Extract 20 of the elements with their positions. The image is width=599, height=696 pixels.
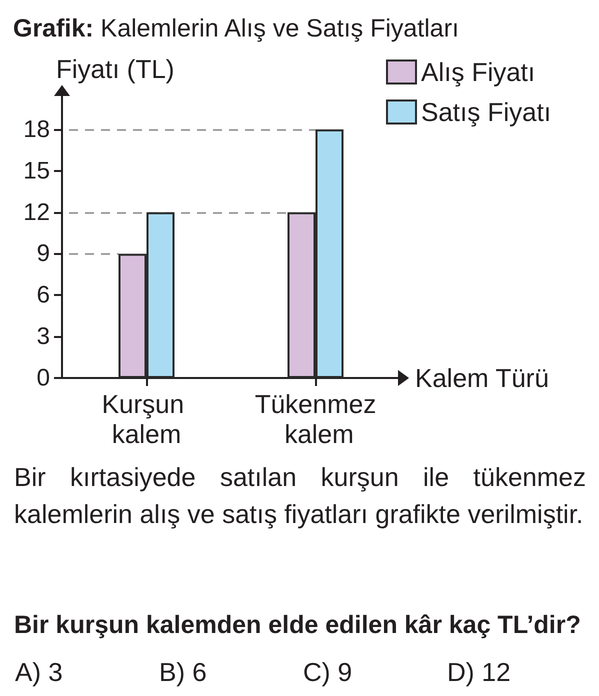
text: B) 6 [159,657,207,687]
text: Bir kırtasiyede satılan kurşun ile tükenmez kalemlerin alış ve satış fiyatları grafikte verilmiştir. [14,461,586,531]
y-tick-label: 12 [23,198,50,226]
legend-label: Alış Fiyatı [421,57,536,87]
chart-title: Grafik: Kalemlerin Alış ve Satış Fiyatları [13,14,459,42]
x-tick-label: Tükenmez kalem [254,389,376,449]
y-axis-title: Fiyatı (TL) [56,54,174,84]
y-tick-label: 0 [36,364,50,392]
text: C) 9 [303,657,352,687]
y-tick-label: 18 [23,116,50,143]
text: D) 12 [447,657,511,687]
text: Bir kurşun kalemden elde edilen kâr kaç TL’dir? [14,611,582,639]
y-tick-label: 15 [23,157,50,184]
y-tick-label: 6 [36,282,50,309]
text: A) 3 [15,657,63,687]
y-tick-label: 9 [36,240,50,268]
legend-label: Satış Fiyatı [421,97,552,127]
x-axis-title: Kalem Türü [415,363,549,393]
x-tick-label: Kurşun kalem [102,389,192,449]
y-tick-label: 3 [36,323,50,350]
